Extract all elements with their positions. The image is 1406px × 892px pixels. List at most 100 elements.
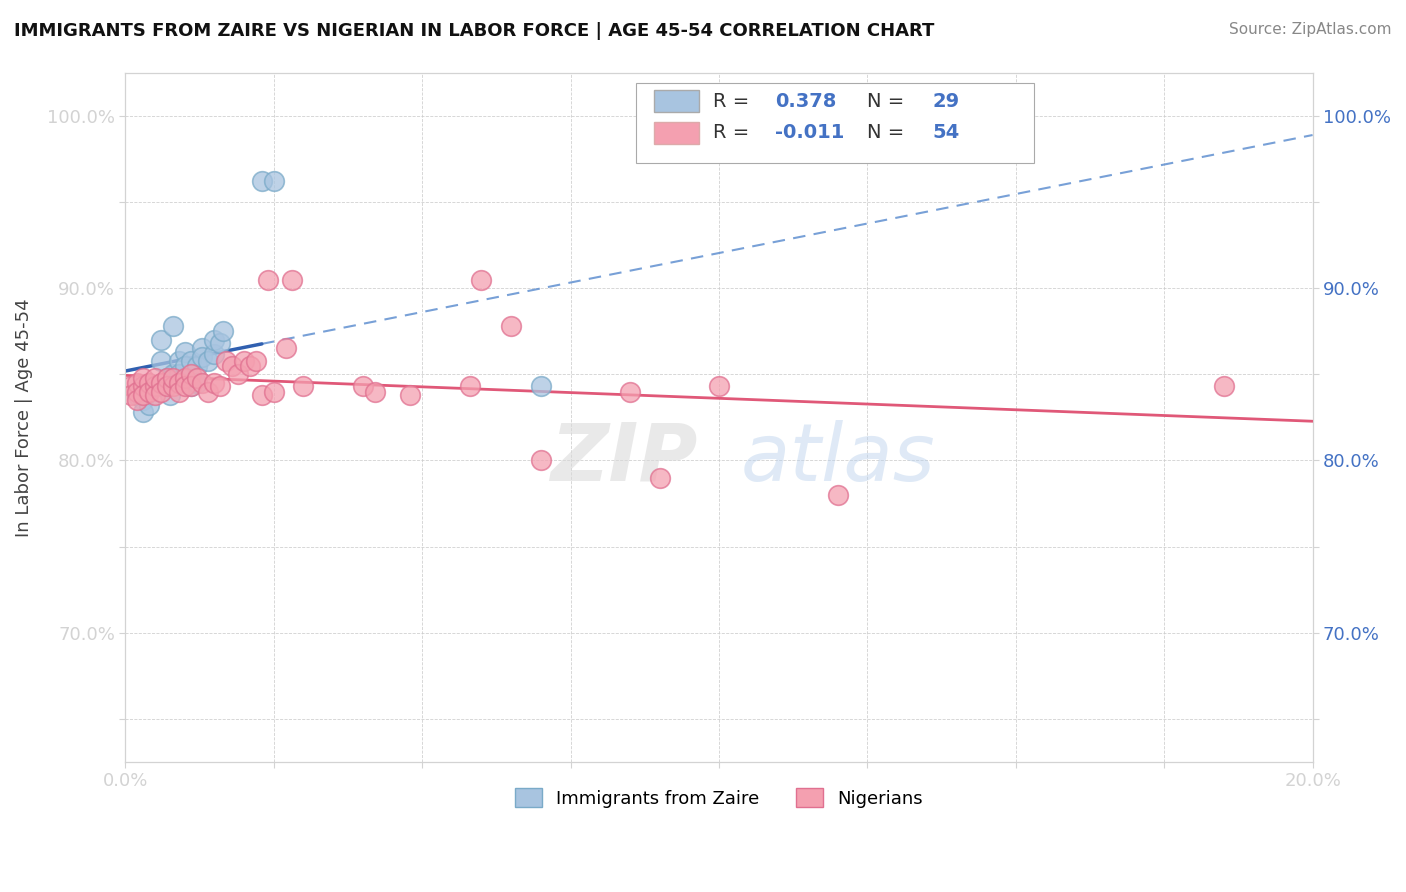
FancyBboxPatch shape (636, 83, 1033, 162)
Point (202, 376, 225, 390)
Point (162, 368, 184, 382)
Point (132, 393, 155, 408)
Point (501, 319, 523, 334)
Text: 29: 29 (932, 92, 960, 111)
Point (827, 488, 849, 502)
Point (120, 379, 142, 393)
Point (132, 371, 155, 385)
Point (156, 379, 179, 393)
Point (399, 388, 422, 402)
Point (132, 388, 155, 402)
Point (202, 346, 225, 360)
Point (458, 379, 481, 393)
Point (180, 353, 202, 368)
Point (191, 376, 214, 390)
Point (138, 384, 160, 399)
Point (239, 359, 262, 373)
Text: N =: N = (868, 123, 911, 143)
Point (352, 379, 374, 393)
Point (209, 336, 232, 351)
Point (209, 379, 232, 393)
Text: 0.378: 0.378 (775, 92, 837, 111)
Point (215, 353, 238, 368)
Point (530, 453, 553, 467)
Text: Source: ZipAtlas.com: Source: ZipAtlas.com (1229, 22, 1392, 37)
Point (120, 388, 142, 402)
Point (180, 368, 202, 382)
Point (149, 376, 172, 390)
Point (162, 379, 184, 393)
Point (143, 371, 166, 385)
Point (707, 379, 730, 393)
FancyBboxPatch shape (654, 122, 699, 144)
Text: atlas: atlas (741, 420, 935, 498)
Point (530, 379, 553, 393)
Point (221, 359, 243, 373)
Point (159, 388, 181, 402)
Point (173, 379, 195, 393)
Point (226, 368, 249, 382)
Point (202, 333, 225, 347)
Point (167, 384, 190, 399)
Point (127, 384, 149, 399)
Point (212, 324, 235, 338)
Text: ZIP: ZIP (550, 420, 697, 498)
Point (180, 379, 202, 393)
Legend: Immigrants from Zaire, Nigerians: Immigrants from Zaire, Nigerians (508, 780, 931, 814)
Point (173, 359, 195, 373)
Point (250, 388, 273, 402)
Point (280, 272, 302, 286)
Point (186, 371, 208, 385)
Point (167, 353, 190, 368)
Point (180, 379, 202, 393)
Point (162, 319, 184, 334)
Point (470, 272, 492, 286)
Point (186, 359, 208, 373)
Point (138, 376, 160, 390)
Text: R =: R = (713, 92, 755, 111)
Text: R =: R = (713, 123, 755, 143)
Point (648, 470, 671, 484)
Point (138, 398, 160, 412)
FancyBboxPatch shape (654, 90, 699, 112)
Point (233, 353, 256, 368)
Point (138, 384, 160, 399)
Point (250, 174, 273, 188)
Y-axis label: In Labor Force | Age 45-54: In Labor Force | Age 45-54 (15, 298, 32, 537)
Point (191, 350, 214, 364)
Point (363, 384, 385, 399)
Point (132, 379, 155, 393)
Point (156, 371, 179, 385)
Point (143, 379, 166, 393)
Point (619, 384, 641, 399)
Point (127, 376, 149, 390)
Text: 54: 54 (932, 123, 960, 143)
Point (263, 384, 285, 399)
Point (156, 371, 179, 385)
Point (162, 371, 184, 385)
Point (274, 342, 297, 356)
Point (263, 174, 285, 188)
Point (191, 342, 214, 356)
Point (149, 333, 172, 347)
Point (1212, 379, 1234, 393)
Point (197, 384, 219, 399)
Point (149, 353, 172, 368)
Text: -0.011: -0.011 (775, 123, 844, 143)
Text: N =: N = (868, 92, 911, 111)
Point (127, 393, 149, 408)
Point (197, 353, 219, 368)
Point (167, 368, 190, 382)
Point (292, 379, 315, 393)
Point (186, 376, 208, 390)
Point (256, 272, 278, 286)
Point (173, 371, 195, 385)
Point (245, 353, 267, 368)
Point (146, 379, 169, 393)
Point (173, 345, 195, 359)
Point (127, 388, 149, 402)
Point (167, 376, 190, 390)
Point (143, 388, 166, 402)
Point (132, 405, 155, 419)
Text: IMMIGRANTS FROM ZAIRE VS NIGERIAN IN LABOR FORCE | AGE 45-54 CORRELATION CHART: IMMIGRANTS FROM ZAIRE VS NIGERIAN IN LAB… (14, 22, 935, 40)
